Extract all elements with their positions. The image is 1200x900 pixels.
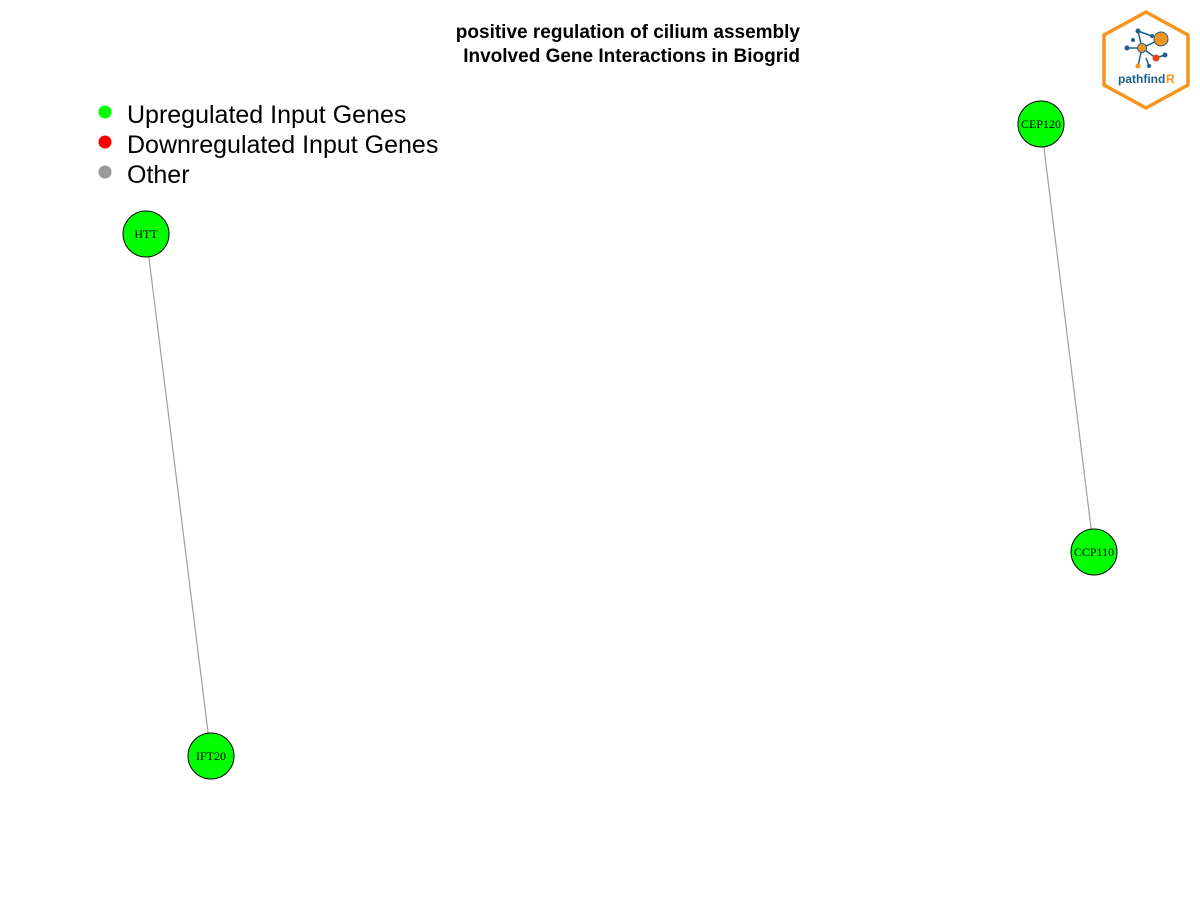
node-ift20: IFT20 — [187, 732, 235, 780]
edges-layer — [145, 123, 1095, 757]
diagram-title: positive regulation of cilium assembly I… — [456, 22, 801, 67]
logo-text-accent: R — [1166, 72, 1175, 86]
node-label: IFT20 — [196, 749, 226, 763]
edge-htt-ift20 — [145, 233, 212, 757]
node-htt: HTT — [122, 210, 170, 258]
legend-item-upregulated: Upregulated Input Genes — [98, 101, 406, 129]
node-ccp110: CCP110 — [1070, 528, 1118, 576]
legend-label-other: Other — [127, 161, 190, 189]
legend: Upregulated Input Genes Downregulated In… — [98, 101, 438, 189]
edge-cep120-ccp110 — [1040, 123, 1095, 553]
node-circle — [187, 732, 235, 780]
node-circle — [122, 210, 170, 258]
legend-label-downregulated: Downregulated Input Genes — [127, 131, 438, 159]
legend-item-downregulated: Downregulated Input Genes — [98, 131, 438, 159]
logo-text-main: pathfind — [1118, 72, 1165, 86]
title-line-1: positive regulation of cilium assembly — [456, 22, 801, 43]
legend-swatch-other — [98, 165, 112, 179]
node-label: CEP120 — [1021, 117, 1061, 131]
title-line-2: Involved Gene Interactions in Biogrid — [463, 46, 800, 67]
node-circle — [1017, 100, 1065, 148]
node-cep120: CEP120 — [1017, 100, 1065, 148]
legend-item-other: Other — [98, 161, 190, 189]
legend-swatch-downregulated — [98, 135, 112, 149]
node-circle — [1070, 528, 1118, 576]
pathfindr-logo: pathfind R — [1102, 10, 1190, 110]
node-label: HTT — [134, 227, 158, 241]
legend-swatch-upregulated — [98, 105, 112, 119]
logo-network-icon — [1124, 28, 1169, 69]
nodes-layer: HTT IFT20 CEP120 CCP110 — [122, 100, 1118, 780]
node-label: CCP110 — [1074, 545, 1114, 559]
legend-label-upregulated: Upregulated Input Genes — [127, 101, 406, 129]
